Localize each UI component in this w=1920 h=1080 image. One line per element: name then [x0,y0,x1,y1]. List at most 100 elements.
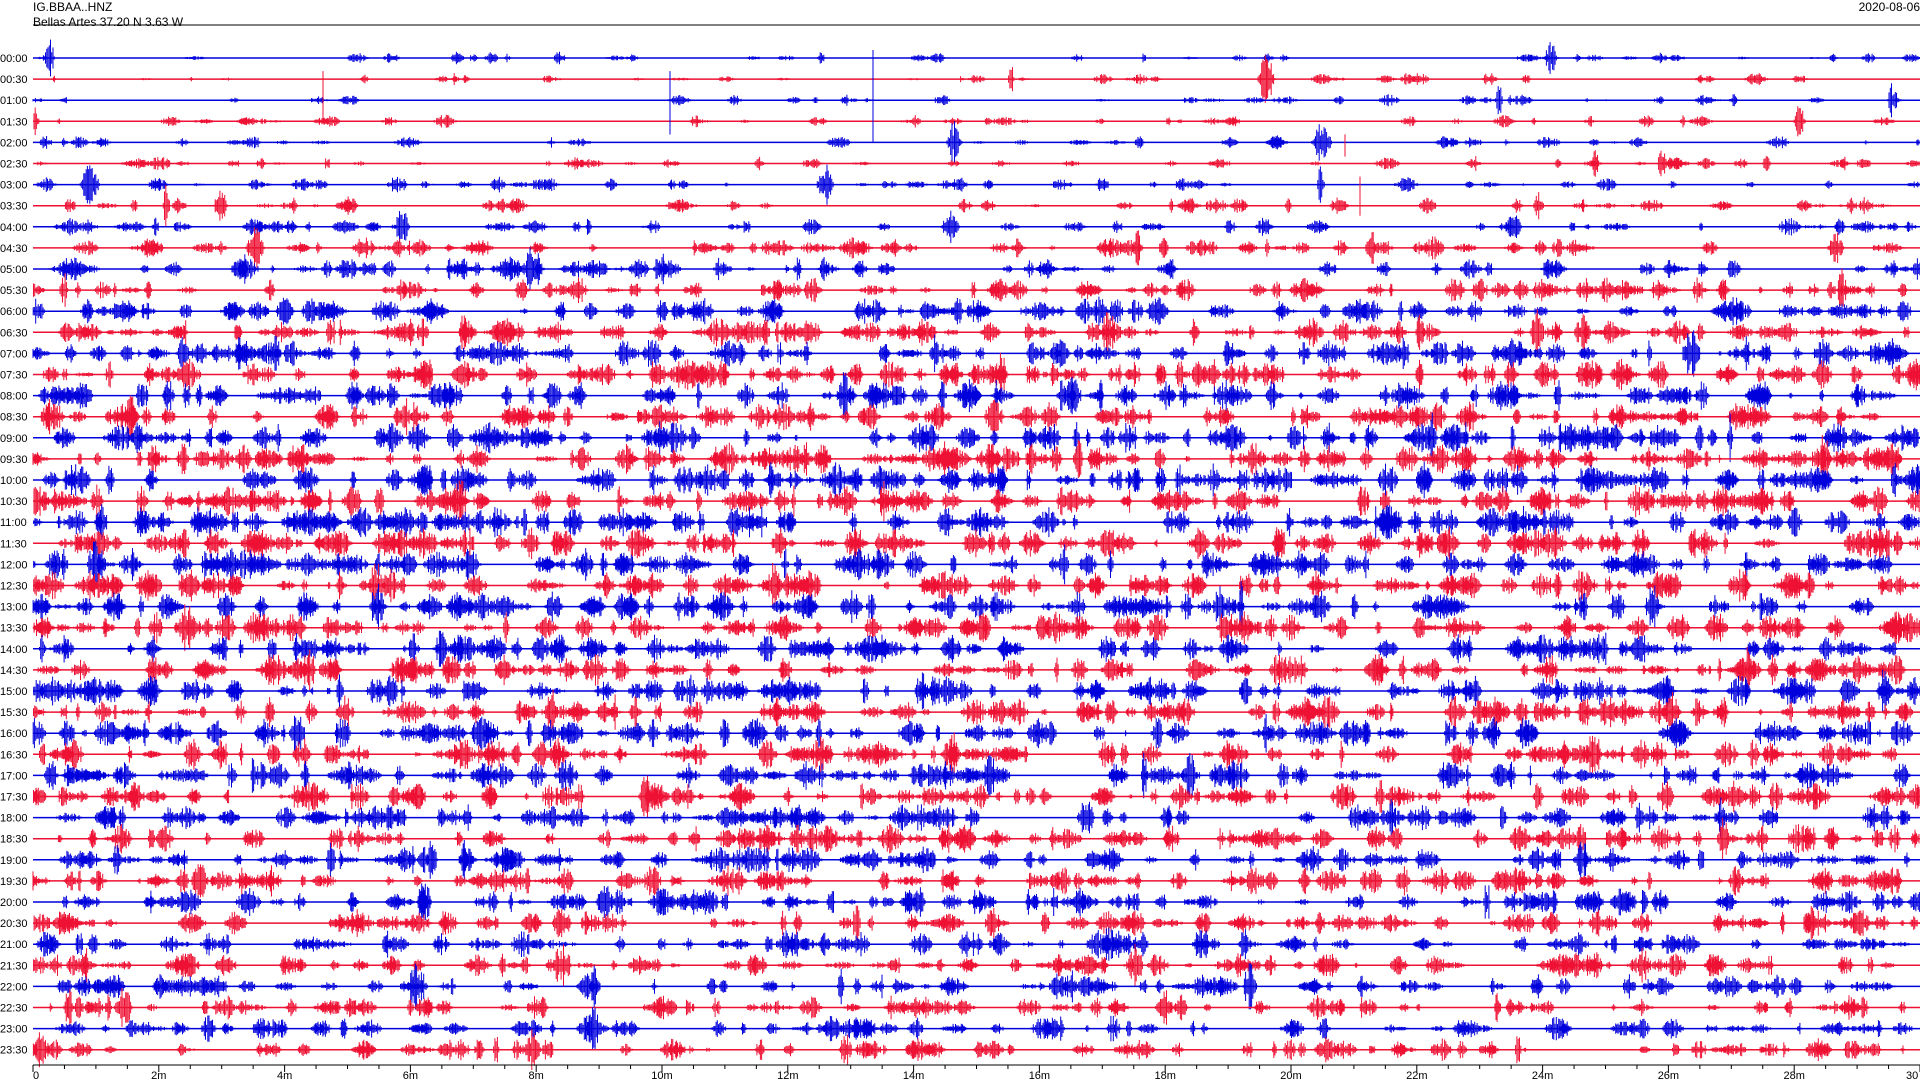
hour-label: 16:00 [0,728,28,740]
trace-row [39,732,1897,777]
hour-label: 07:30 [0,370,28,382]
hour-label: 07:00 [0,348,28,360]
trace-row [58,840,1910,880]
hour-label: 05:30 [0,285,28,297]
hour-label: 06:00 [0,306,28,318]
hour-label: 04:00 [0,222,28,234]
trace-row [56,817,1920,860]
x-tick-label: 20m [1280,1070,1301,1080]
trace-row [32,296,1912,326]
trace-row [40,461,1920,499]
hour-label: 10:30 [0,496,28,508]
trace-row [52,412,1920,463]
trace-row [33,541,1894,588]
hour-label: 15:00 [0,686,28,698]
trace-row [33,775,1920,818]
hour-label: 23:00 [0,1024,28,1036]
hour-label: 11:00 [0,517,27,529]
trace-row [32,864,1903,898]
x-tick-label: 24m [1532,1070,1553,1080]
trace-row [54,1007,1915,1051]
x-tick-label: 8m [529,1070,544,1080]
trace-row [32,330,1911,377]
hour-label: 14:30 [0,665,28,677]
trace-row [35,164,1920,205]
trace-row [33,150,1920,177]
trace-row [33,504,1920,541]
trace-row [33,689,1915,735]
trace-row [51,210,1918,243]
hour-label: 01:30 [0,116,28,128]
hour-label: 08:00 [0,391,28,403]
x-tick-label: 12m [777,1070,798,1080]
hour-label: 22:00 [0,981,28,993]
trace-row [36,927,1913,961]
hour-label: 13:00 [0,602,28,614]
trace-row [40,352,1920,397]
hour-label: 13:30 [0,623,28,635]
hour-label: 16:30 [0,749,28,761]
hour-label: 19:30 [0,876,28,888]
hour-label: 02:00 [0,137,28,149]
trace-row [55,797,1912,838]
hour-label: 05:00 [0,264,28,276]
trace-row [38,372,1898,420]
trace-row [51,55,1809,103]
hour-label: 17:30 [0,792,28,804]
hour-label: 06:30 [0,327,28,339]
trace-row [38,395,1885,438]
trace-row [33,268,1909,312]
hour-label: 08:30 [0,412,28,424]
hour-label: 09:30 [0,454,28,466]
x-tick-label: 6m [403,1070,418,1080]
date-label: 2020-08-06 [1858,0,1920,14]
hour-label: 00:00 [0,53,28,65]
trace-row [71,227,1906,269]
hour-label: 18:30 [0,834,28,846]
x-tick-label: 28m [1783,1070,1804,1080]
hour-label: 11:30 [0,538,27,550]
x-tick-label: 14m [903,1070,924,1080]
x-tick-label: 10m [651,1070,672,1080]
trace-row [32,604,1920,652]
trace-row [33,905,1920,941]
x-tick-label: 18m [1154,1070,1175,1080]
trace-row [33,480,1920,522]
trace-row [56,527,1920,560]
station-code: IG.BBAA..HNZ [33,0,113,14]
hour-label: 21:00 [0,939,28,951]
hour-label: 23:30 [0,1045,28,1057]
trace-row [58,309,1910,356]
trace-row [63,185,1895,227]
hour-label: 21:30 [0,960,28,972]
x-tick-label: 26m [1658,1070,1679,1080]
hour-label: 09:00 [0,433,28,445]
trace-row [32,1029,1905,1070]
hour-label: 19:00 [0,855,28,867]
trace-row [33,106,1897,137]
x-tick-label: 0 [33,1070,39,1080]
hour-label: 10:00 [0,475,28,487]
hour-label: 15:30 [0,707,28,719]
hour-label: 17:00 [0,770,28,782]
hour-label: 01:00 [0,95,28,107]
hour-label: 00:30 [0,74,28,86]
hour-label: 03:30 [0,201,28,213]
trace-row [32,713,1915,753]
hour-label: 04:30 [0,243,28,255]
hour-label: 22:30 [0,1003,28,1015]
hour-label: 12:30 [0,581,28,593]
trace-row [32,435,1903,483]
trace-row [62,883,1920,921]
hour-label: 20:00 [0,897,28,909]
x-axis-ticks: 0 2m 4m 6m 8m 10m 12m 14m 16m 18m 20m 22m 24m 26m 28m 3… [32,1065,1920,1080]
trace-row [32,581,1874,633]
x-tick-label: 2m [151,1070,166,1080]
x-tick-label: 30 [1906,1070,1918,1080]
trace-row [32,83,1906,118]
trace-row [48,988,1906,1027]
trace-row [34,647,1906,693]
x-tick-label: 16m [1029,1070,1050,1080]
hour-label: 14:00 [0,644,28,656]
trace-row [33,943,1897,987]
